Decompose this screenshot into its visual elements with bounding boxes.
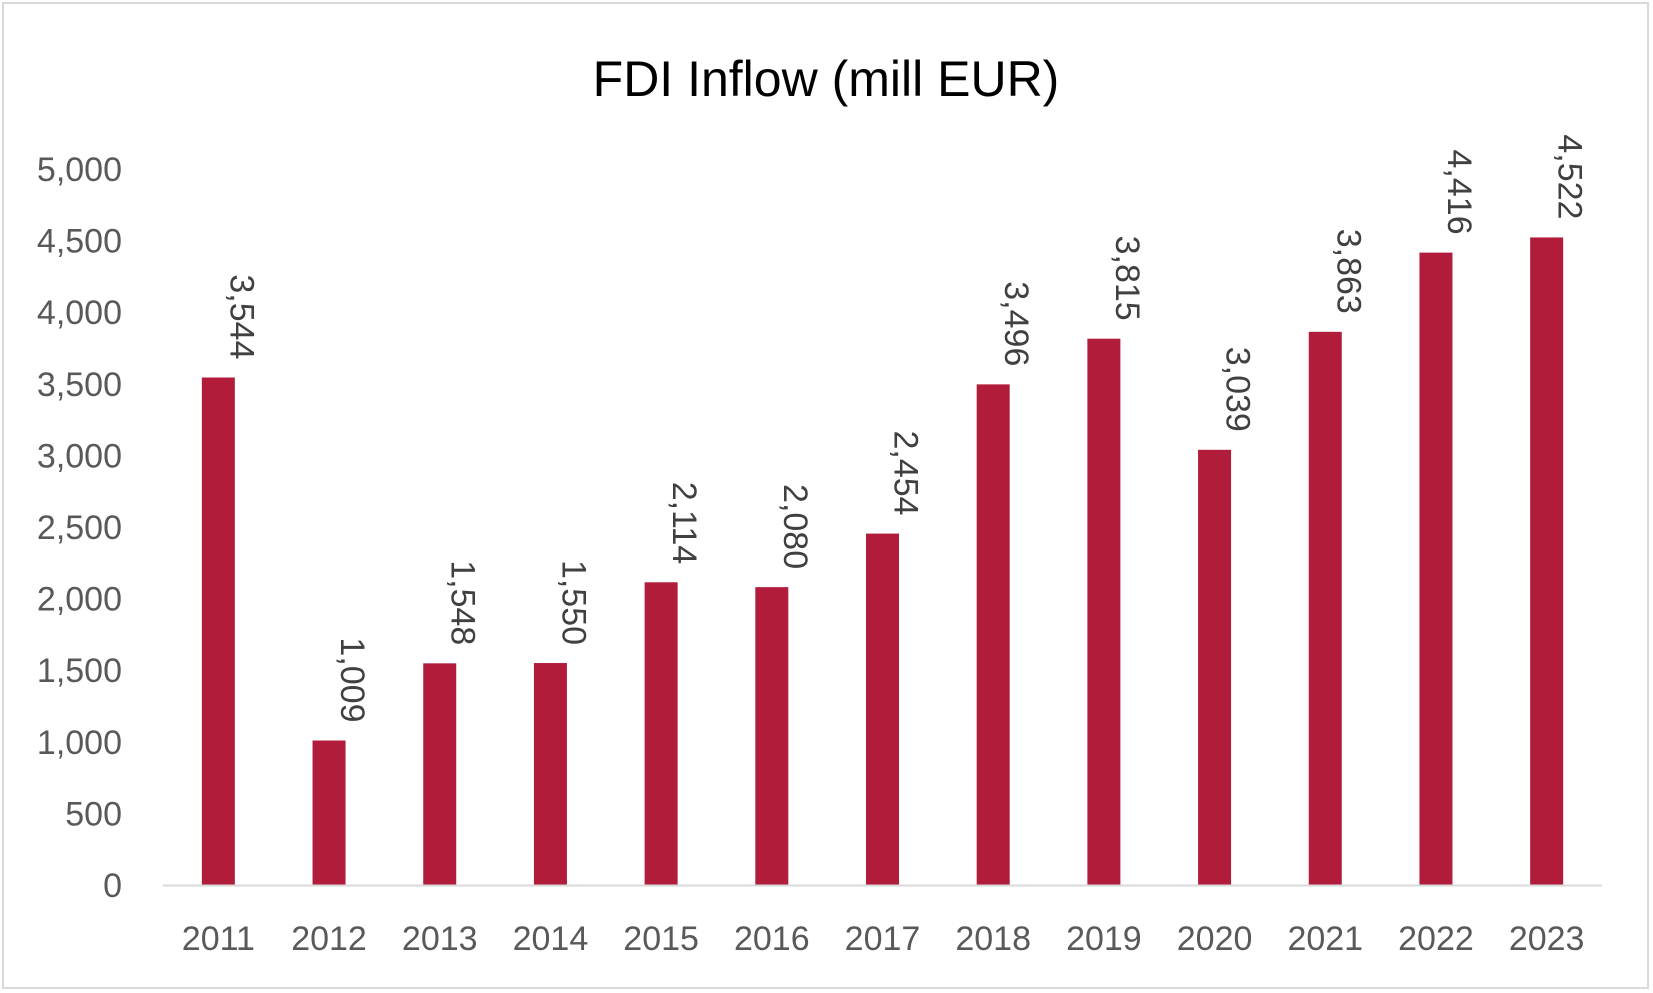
bar-2023 — [1530, 237, 1564, 886]
x-tick-label: 2018 — [955, 920, 1031, 958]
data-label-2014: 1,550 — [554, 560, 592, 645]
bar-2019 — [1087, 338, 1121, 885]
x-tick-label: 2022 — [1398, 920, 1474, 958]
bar-2011 — [201, 377, 235, 885]
data-label-2017: 2,454 — [887, 430, 925, 515]
chart-title: FDI Inflow (mill EUR) — [593, 51, 1060, 107]
data-label-2018: 3,496 — [997, 281, 1035, 366]
y-tick-label: 2,000 — [37, 581, 122, 619]
x-tick-label: 2021 — [1287, 920, 1363, 958]
y-tick-label: 1,000 — [37, 724, 122, 762]
x-tick-label: 2014 — [513, 920, 589, 958]
data-label-2012: 1,009 — [333, 637, 371, 722]
x-tick-label: 2020 — [1177, 920, 1253, 958]
x-tick-label: 2016 — [734, 920, 810, 958]
bar-2021 — [1308, 331, 1342, 886]
bar-2013 — [423, 663, 457, 885]
data-label-2011: 3,544 — [222, 274, 260, 359]
data-label-2021: 3,863 — [1329, 229, 1367, 314]
data-label-2013: 1,548 — [444, 560, 482, 645]
bar-2014 — [533, 663, 567, 885]
y-tick-label: 3,500 — [37, 366, 122, 404]
y-tick-label: 2,500 — [37, 509, 122, 547]
data-label-2016: 2,080 — [776, 484, 814, 569]
y-tick-label: 0 — [103, 867, 122, 905]
data-label-2022: 4,416 — [1440, 150, 1478, 235]
y-tick-label: 500 — [65, 795, 122, 833]
data-label-2020: 3,039 — [1219, 347, 1257, 432]
y-tick-label: 4,000 — [37, 294, 122, 332]
x-tick-label: 2017 — [845, 920, 921, 958]
bar-2020 — [1198, 449, 1232, 885]
x-tick-label: 2013 — [402, 920, 478, 958]
y-tick-label: 4,500 — [37, 223, 122, 261]
data-label-2015: 2,114 — [665, 482, 703, 565]
x-axis: 2011 2012 2013 2014 2015 2016 2017 2018 2019 2020… — [182, 920, 1585, 958]
bars — [201, 237, 1564, 886]
bar-2015 — [644, 582, 678, 885]
data-label-2019: 3,815 — [1108, 236, 1146, 321]
y-axis: 0 500 1,000 1,500 2,000 2,500 3,000 3,500 4,000 4… — [37, 151, 122, 905]
y-tick-label: 5,000 — [37, 151, 122, 189]
y-tick-label: 1,500 — [37, 652, 122, 690]
y-tick-label: 3,000 — [37, 437, 122, 475]
data-label-2023: 4,522 — [1551, 134, 1589, 219]
bar-2012 — [312, 740, 346, 885]
x-tick-label: 2023 — [1509, 920, 1585, 958]
bar-2018 — [976, 384, 1010, 885]
data-labels: 3,544 1,009 1,548 1,550 2,114 2,080 2,454 3,496… — [222, 134, 1588, 722]
bar-2016 — [755, 587, 789, 885]
x-tick-label: 2012 — [291, 920, 367, 958]
bar-2022 — [1419, 252, 1453, 886]
x-tick-label: 2015 — [623, 920, 699, 958]
x-tick-label: 2019 — [1066, 920, 1142, 958]
bar-2017 — [866, 533, 899, 885]
x-tick-label: 2011 — [182, 920, 255, 958]
